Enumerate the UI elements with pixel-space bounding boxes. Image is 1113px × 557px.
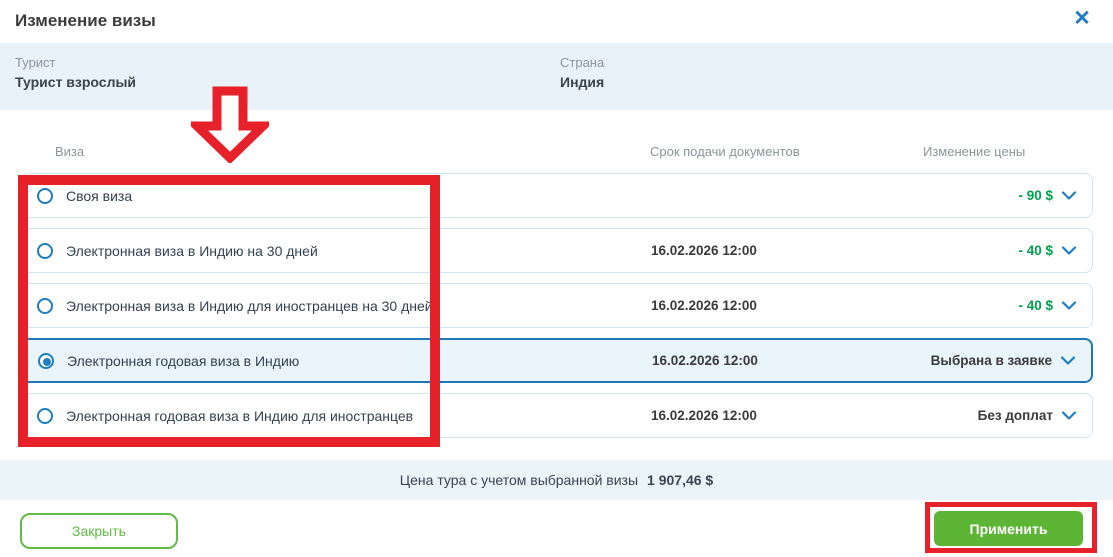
page-title: Изменение визы xyxy=(15,11,156,30)
visa-option-row-4[interactable]: Электронная годовая виза в Индию 16.02.2… xyxy=(20,338,1093,383)
deadline-value: 16.02.2026 12:00 xyxy=(651,408,757,423)
visa-option-label: Электронная годовая виза в Индию xyxy=(67,352,300,369)
price-text: - 40 $ xyxy=(1018,298,1053,313)
tourist-label: Турист xyxy=(15,55,56,70)
tourist-info-band: Турист Турист взрослый Страна Индия xyxy=(0,43,1113,110)
visa-option-row-3[interactable]: Электронная виза в Индию для иностранцев… xyxy=(20,283,1093,328)
radio-button[interactable] xyxy=(37,407,53,424)
visa-option-row-5[interactable]: Электронная годовая виза в Индию для ино… xyxy=(20,393,1093,438)
chevron-down-icon[interactable] xyxy=(1061,356,1075,365)
visa-options-list: Своя виза - 90 $ Электронная виза в Инди… xyxy=(20,173,1093,448)
visa-option-label: Электронная виза в Индию на 30 дней xyxy=(66,242,318,259)
visa-option-label: Электронная виза в Индию для иностранцев… xyxy=(66,297,433,314)
tourist-value: Турист взрослый xyxy=(15,74,137,90)
tour-price-label: Цена тура с учетом выбранной визы xyxy=(399,472,639,488)
price-change-value: Без доплат xyxy=(978,394,1076,437)
price-text: - 90 $ xyxy=(1018,188,1053,203)
apply-button[interactable]: Применить xyxy=(934,511,1083,546)
country-value: Индия xyxy=(560,74,605,90)
visa-option-label: Своя виза xyxy=(66,187,133,204)
close-button[interactable]: Закрыть xyxy=(20,513,178,549)
price-text: Без доплат xyxy=(977,408,1053,423)
country-label: Страна xyxy=(560,55,605,70)
price-text: Выбрана в заявке xyxy=(930,353,1052,368)
column-header-deadline: Срок подачи документов xyxy=(650,144,800,159)
tour-price-value: 1 907,46 $ xyxy=(647,472,714,488)
price-change-value: Выбрана в заявке xyxy=(931,340,1075,381)
radio-button[interactable] xyxy=(37,187,53,204)
radio-button[interactable] xyxy=(38,352,54,369)
deadline-value: 16.02.2026 12:00 xyxy=(651,298,757,313)
radio-button[interactable] xyxy=(37,242,53,259)
tour-price-summary: Цена тура с учетом выбранной визы 1 907,… xyxy=(0,460,1113,500)
chevron-down-icon[interactable] xyxy=(1062,411,1076,420)
close-icon[interactable]: ✕ xyxy=(1069,6,1095,32)
visa-option-row-2[interactable]: Электронная виза в Индию на 30 дней 16.0… xyxy=(20,228,1093,273)
chevron-down-icon[interactable] xyxy=(1062,191,1076,200)
visa-option-label: Электронная годовая виза в Индию для ино… xyxy=(66,407,414,424)
chevron-down-icon[interactable] xyxy=(1062,246,1076,255)
deadline-value: 16.02.2026 12:00 xyxy=(651,243,757,258)
visa-option-row-1[interactable]: Своя виза - 90 $ xyxy=(20,173,1093,218)
price-text: - 40 $ xyxy=(1018,243,1053,258)
radio-button[interactable] xyxy=(37,297,53,314)
price-change-value: - 40 $ xyxy=(1018,284,1076,327)
deadline-value: 16.02.2026 12:00 xyxy=(652,353,758,368)
column-header-price-change: Изменение цены xyxy=(923,144,1026,159)
price-change-value: - 90 $ xyxy=(1018,174,1076,217)
chevron-down-icon[interactable] xyxy=(1062,301,1076,310)
price-change-value: - 40 $ xyxy=(1018,229,1076,272)
column-header-visa: Виза xyxy=(55,144,85,159)
